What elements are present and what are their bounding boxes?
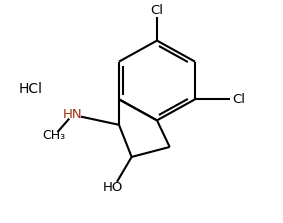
Text: CH₃: CH₃ — [43, 129, 66, 142]
Text: HN: HN — [63, 108, 82, 121]
Text: HCl: HCl — [18, 82, 42, 96]
Text: Cl: Cl — [232, 93, 245, 106]
Text: HO: HO — [103, 182, 123, 194]
Text: Cl: Cl — [151, 4, 164, 17]
